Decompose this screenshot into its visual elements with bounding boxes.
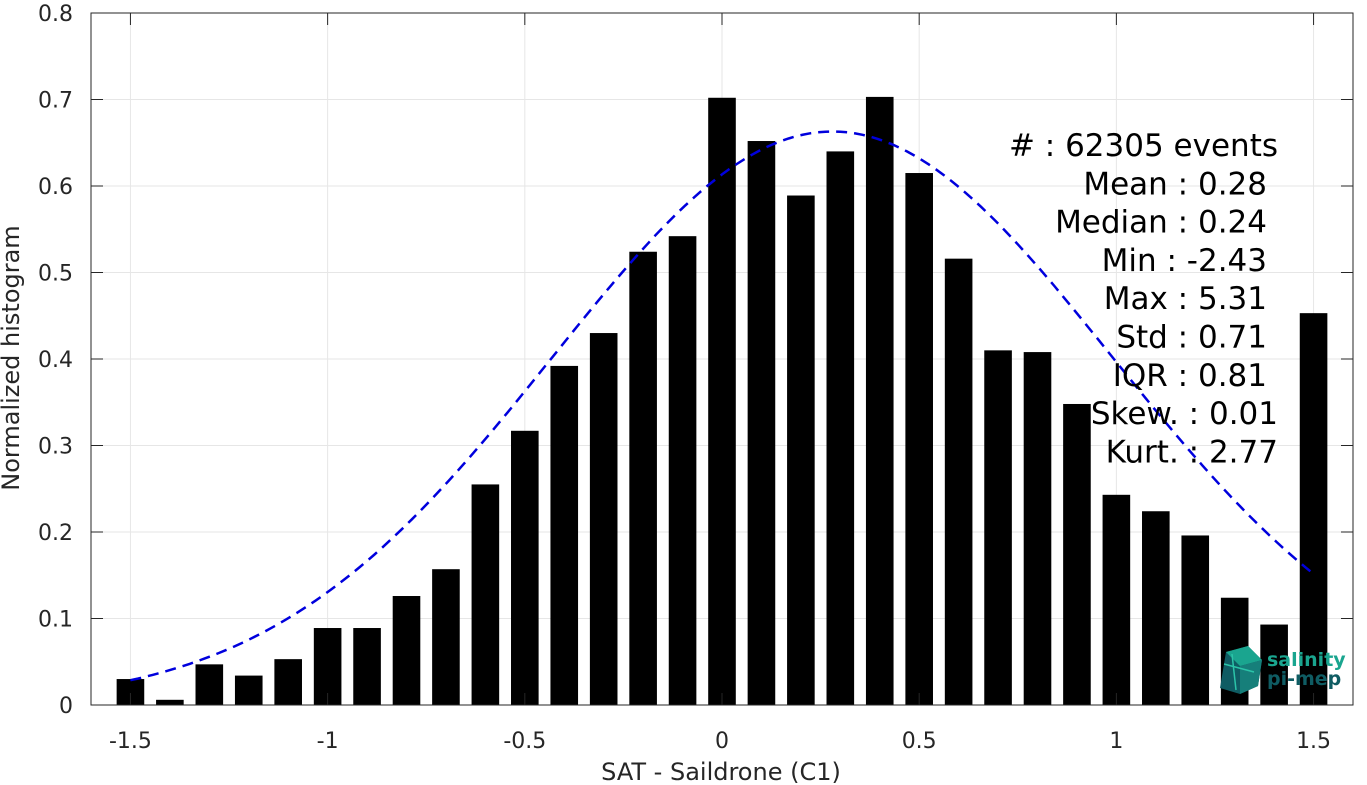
logo-cube-icon — [1220, 646, 1262, 694]
histogram-bar-29 — [1260, 624, 1288, 705]
histogram-bar-18 — [826, 151, 855, 705]
y-axis-label: Normalized histogram — [0, 225, 25, 490]
histogram-bar-8 — [432, 569, 460, 705]
y-tick-label-4: 0.4 — [38, 348, 73, 373]
x-tick-labels: -1.5 -1 -0.5 0 0.5 1 1.5 — [109, 729, 1331, 754]
y-tick-label-1: 0.1 — [38, 608, 73, 633]
axes-frame — [90, 12, 1354, 706]
stats-line-1: Mean : 0.28 — [1083, 166, 1267, 202]
histogram-bar-19 — [865, 96, 894, 705]
salinity-pimep-logo: salinity pi-mep — [1220, 646, 1346, 694]
x-tick-label-0: -1.5 — [109, 729, 152, 754]
histogram-bar-15 — [708, 97, 736, 705]
y-tick-label-2: 0.2 — [38, 521, 73, 546]
histogram-bar-23 — [1023, 352, 1052, 705]
histogram-bar-12 — [589, 333, 618, 705]
histogram-bar-30 — [1299, 313, 1328, 705]
histogram-bar-21 — [944, 258, 973, 705]
histogram-bar-11 — [550, 365, 579, 705]
stats-line-7: Skew. : 0.01 — [1091, 396, 1278, 432]
x-tick-label-4: 0.5 — [902, 729, 937, 754]
histogram-bar-27 — [1181, 535, 1210, 705]
histogram-bar-1 — [156, 699, 184, 705]
histogram-bar-20 — [905, 173, 933, 705]
y-tick-label-5: 0.5 — [38, 262, 73, 287]
stats-line-5: Std : 0.71 — [1116, 320, 1267, 356]
histogram-bar-26 — [1142, 511, 1170, 705]
stats-line-8: Kurt. : 2.77 — [1106, 434, 1278, 470]
histogram-bar-6 — [353, 628, 381, 705]
y-tick-label-8: 0.8 — [38, 2, 73, 27]
histogram-bar-4 — [274, 659, 302, 705]
stats-line-0: # : 62305 events — [1009, 128, 1278, 164]
y-tick-label-3: 0.3 — [38, 435, 73, 460]
stats-line-2: Median : 0.24 — [1055, 205, 1267, 241]
histogram-bar-7 — [392, 596, 421, 705]
histogram-bar-24 — [1063, 403, 1091, 705]
y-tick-label-6: 0.6 — [38, 175, 73, 200]
histogram-bar-5 — [313, 628, 342, 705]
x-tick-label-2: -0.5 — [503, 729, 546, 754]
histogram-bar-25 — [1102, 494, 1131, 705]
histogram-bar-3 — [234, 675, 263, 705]
histogram-bar-13 — [629, 251, 657, 706]
histogram-bar-22 — [984, 350, 1012, 705]
histogram-bar-14 — [668, 236, 697, 706]
stats-line-3: Min : -2.43 — [1102, 243, 1267, 279]
y-tick-label-0: 0 — [59, 694, 73, 719]
stats-line-6: IQR : 0.81 — [1113, 358, 1267, 394]
histogram-bar-2 — [195, 664, 224, 705]
logo-line2: pi-mep — [1267, 668, 1341, 690]
histogram-bar-17 — [787, 195, 815, 705]
histogram-bar-16 — [747, 141, 776, 705]
y-tick-labels: 0 0.1 0.2 0.3 0.4 0.5 0.6 0.7 0.8 — [38, 2, 73, 719]
histogram-bar-10 — [511, 430, 539, 705]
x-axis-label: SAT - Saildrone (C1) — [601, 758, 841, 785]
x-tick-label-1: -1 — [317, 729, 339, 754]
stats-line-4: Max : 5.31 — [1104, 281, 1267, 317]
normal-fit-curve — [130, 130, 1315, 682]
x-tick-label-3: 0 — [715, 729, 729, 754]
x-tick-label-6: 1.5 — [1296, 729, 1331, 754]
x-tick-label-5: 1 — [1109, 729, 1123, 754]
logo-line1: salinity — [1267, 649, 1346, 671]
y-tick-label-7: 0.7 — [38, 89, 73, 114]
histogram-bar-9 — [471, 484, 500, 705]
